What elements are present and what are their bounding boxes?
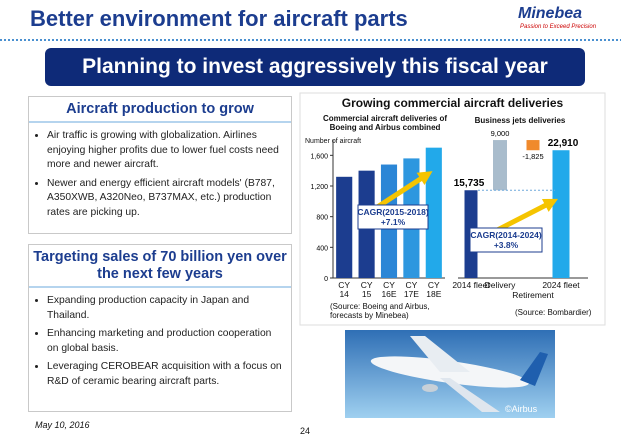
chart-header: Growing commercial aircraft deliveries: [341, 96, 564, 110]
bullet: Leveraging CEROBEAR acquisition with a f…: [47, 360, 285, 389]
bar: [493, 140, 507, 191]
x-tick-label: CY 17E: [403, 280, 419, 299]
tagline: Passion to Exceed Precision: [520, 24, 597, 30]
bullet: Newer and energy efficient aircraft mode…: [47, 177, 285, 221]
y-axis-label: Number of aircraft: [305, 138, 362, 145]
x-tick-label: Retirement: [512, 290, 554, 300]
y-tick-label: 800: [316, 215, 328, 222]
annotation: +7.1%: [381, 217, 406, 227]
bar: [526, 140, 540, 151]
bullet-list: Air traffic is growing with globalizatio…: [29, 129, 291, 220]
x-tick-label: 2014 fleet: [452, 280, 490, 290]
value-label: 15,735: [454, 178, 485, 189]
section: Targeting sales of 70 billion yen over t…: [28, 244, 292, 412]
bullet: Air traffic is growing with globalizatio…: [47, 129, 285, 173]
y-tick-label: 400: [316, 245, 328, 252]
image-credit: ©Airbus: [505, 404, 538, 414]
x-tick-label: CY 15: [360, 280, 373, 299]
page-number: 24: [300, 426, 311, 436]
airplane: [370, 336, 548, 412]
date: May 10, 2016: [35, 420, 90, 430]
bullet: Enhancing marketing and production coope…: [47, 327, 285, 356]
bar: [552, 150, 570, 278]
value-label: 9,000: [491, 129, 510, 138]
source: (Source: Bombardier): [515, 308, 592, 317]
y-tick-label: 1,200: [310, 184, 328, 191]
arrow-head: [416, 171, 433, 185]
x-tick-label: 2024 fleet: [542, 280, 580, 290]
value-label: 22,910: [548, 138, 579, 149]
annotation: CAGR(2015-2018): [357, 207, 429, 217]
banner: Planning to invest aggressively this fis…: [82, 55, 548, 78]
logo: Minebea: [518, 5, 583, 22]
x-tick-label: CY 18E: [426, 280, 442, 299]
arrow-head: [541, 198, 559, 212]
y-tick-label: 0: [324, 276, 328, 283]
annotation-box: [469, 227, 543, 253]
bar: [336, 176, 353, 278]
x-tick-label: CY 16E: [381, 280, 397, 299]
bullet-list: Expanding production capacity in Japan a…: [29, 294, 291, 389]
banner-bg: [45, 48, 585, 86]
annotation-box: [357, 204, 429, 230]
x-tick-label: Delivery: [484, 280, 516, 290]
section-title: Aircraft production to grow: [29, 97, 291, 123]
section-title: Targeting sales of 70 billion yen over t…: [29, 245, 291, 288]
annotation: CAGR(2014-2024): [470, 230, 542, 240]
slide-title: Better environment for aircraft parts: [30, 6, 408, 31]
x-tick-label: CY 14: [338, 280, 351, 299]
value-label: -1,825: [522, 152, 543, 161]
chart-title: Commercial aircraft deliveries of Boeing…: [322, 114, 448, 132]
section: Aircraft production to grow Air traffic …: [28, 96, 292, 234]
bullet: Expanding production capacity in Japan a…: [47, 294, 285, 323]
chart-title: Business jets deliveries: [474, 116, 566, 125]
bar: [425, 147, 442, 278]
source: (Source: Boeing and Airbus, forecasts by…: [330, 302, 430, 320]
y-tick-label: 1,600: [310, 153, 328, 160]
annotation: +3.8%: [494, 240, 519, 250]
